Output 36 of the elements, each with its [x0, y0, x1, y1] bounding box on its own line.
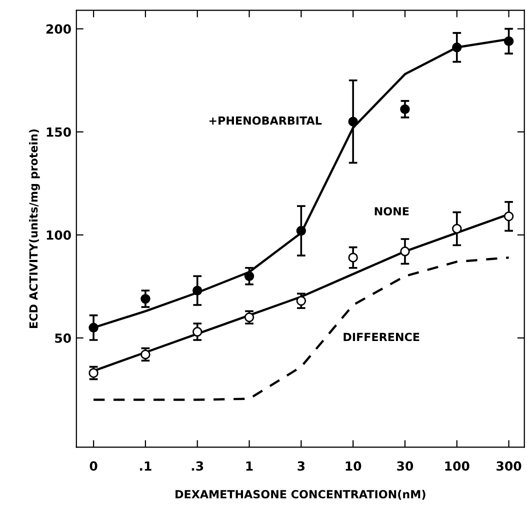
point	[348, 116, 358, 126]
x-tick-label: 100	[445, 461, 470, 471]
point	[296, 296, 306, 306]
line-series	[92, 256, 510, 401]
point	[348, 252, 358, 262]
x-axis-title: DEXAMETHASONE CONCENTRATION(nM)	[176, 490, 426, 500]
point	[400, 104, 410, 114]
text: NONE	[374, 207, 409, 216]
x-tick-label: 1	[246, 461, 253, 471]
y-tick-label: 200	[46, 24, 71, 34]
point	[140, 350, 150, 360]
y-tick-label: 150	[46, 127, 71, 137]
x-tick-label: 30	[397, 461, 414, 471]
point	[452, 42, 462, 52]
point	[244, 271, 254, 281]
point	[504, 212, 514, 222]
point	[504, 36, 514, 46]
point	[452, 224, 462, 234]
x-tick-label: .1	[140, 461, 152, 471]
point	[400, 246, 410, 256]
x-tick-label: 10	[346, 461, 362, 471]
point	[88, 322, 98, 333]
x-tick-label: 3	[298, 461, 305, 471]
x-tick-label: .3	[192, 461, 204, 471]
y-axis-title: ECD ACTIVITY(units/mg protein)	[29, 129, 40, 328]
x-tick-label: 300	[496, 461, 522, 471]
point	[140, 294, 150, 304]
point	[192, 326, 202, 337]
x-tick-label: 0	[90, 461, 98, 471]
point	[192, 286, 202, 296]
series-label: DIFFERENCE	[344, 332, 420, 342]
y-tick-label: 100	[46, 230, 71, 240]
y-tick-label: 50	[55, 333, 71, 343]
text: +PHENOBARBITAL	[209, 116, 322, 125]
point	[296, 226, 306, 236]
point	[88, 368, 98, 378]
